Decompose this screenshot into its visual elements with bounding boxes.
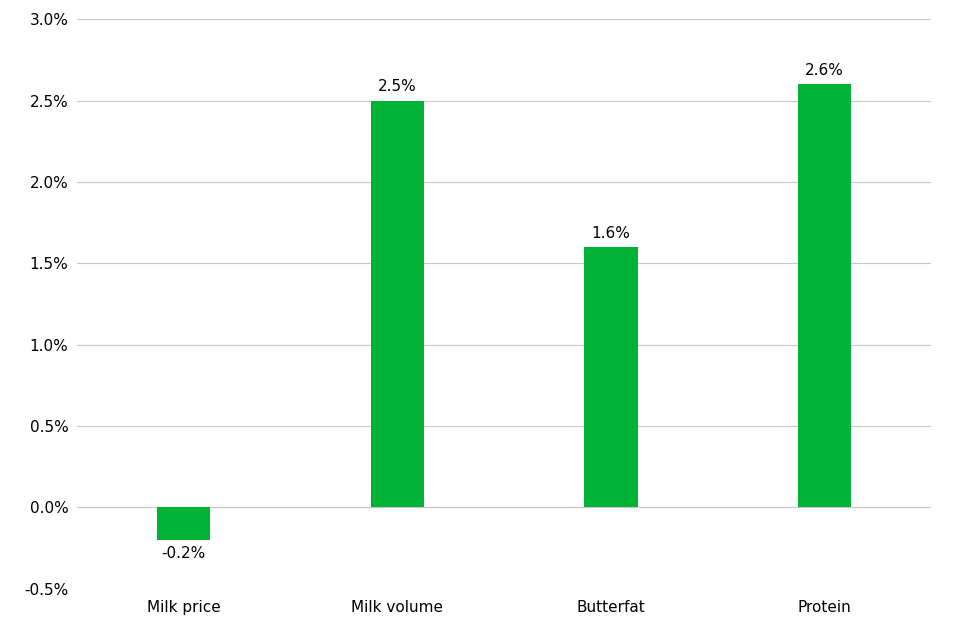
- Bar: [371, 100, 424, 508]
- Bar: [156, 508, 210, 540]
- Bar: [798, 84, 852, 508]
- Text: 1.6%: 1.6%: [591, 225, 630, 241]
- Text: 2.5%: 2.5%: [378, 79, 417, 94]
- Bar: [584, 247, 637, 508]
- Text: -0.2%: -0.2%: [161, 547, 205, 561]
- Text: 2.6%: 2.6%: [805, 63, 844, 78]
